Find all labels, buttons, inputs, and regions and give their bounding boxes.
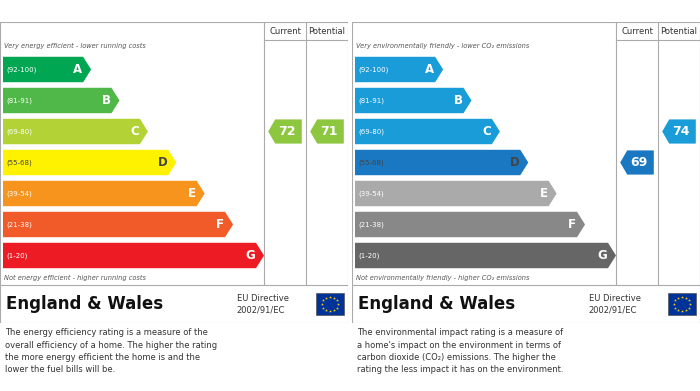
Text: (21-38): (21-38)	[358, 221, 384, 228]
Polygon shape	[662, 119, 696, 143]
Text: Potential: Potential	[661, 27, 697, 36]
Polygon shape	[3, 150, 176, 175]
Text: (69-80): (69-80)	[6, 128, 32, 135]
Text: F: F	[216, 218, 224, 231]
Text: (39-54): (39-54)	[6, 190, 32, 197]
Polygon shape	[355, 243, 616, 268]
Text: England & Wales: England & Wales	[358, 295, 515, 313]
Text: F: F	[568, 218, 576, 231]
Polygon shape	[355, 88, 472, 113]
Text: 71: 71	[321, 125, 338, 138]
Polygon shape	[3, 212, 233, 237]
Text: Not energy efficient - higher running costs: Not energy efficient - higher running co…	[4, 275, 146, 281]
Text: (1-20): (1-20)	[358, 252, 379, 259]
Text: G: G	[597, 249, 607, 262]
Polygon shape	[3, 243, 264, 268]
Text: (92-100): (92-100)	[358, 66, 388, 73]
Text: (81-91): (81-91)	[358, 97, 384, 104]
Polygon shape	[3, 119, 148, 144]
Polygon shape	[3, 181, 204, 206]
Polygon shape	[310, 119, 344, 143]
Text: A: A	[425, 63, 434, 76]
Text: Very environmentally friendly - lower CO₂ emissions: Very environmentally friendly - lower CO…	[356, 43, 529, 48]
Text: (69-80): (69-80)	[358, 128, 384, 135]
Polygon shape	[3, 57, 91, 82]
Text: Energy Efficiency Rating: Energy Efficiency Rating	[8, 5, 172, 18]
Polygon shape	[268, 119, 302, 143]
Text: B: B	[454, 94, 463, 107]
Text: EU Directive
2002/91/EC: EU Directive 2002/91/EC	[589, 294, 640, 314]
Text: C: C	[482, 125, 491, 138]
Polygon shape	[355, 181, 556, 206]
Text: C: C	[130, 125, 139, 138]
Text: England & Wales: England & Wales	[6, 295, 163, 313]
Polygon shape	[620, 151, 654, 175]
Text: Very energy efficient - lower running costs: Very energy efficient - lower running co…	[4, 43, 146, 48]
Text: The energy efficiency rating is a measure of the
overall efficiency of a home. T: The energy efficiency rating is a measur…	[5, 328, 217, 375]
Polygon shape	[3, 88, 120, 113]
Text: D: D	[158, 156, 167, 169]
Text: 74: 74	[672, 125, 690, 138]
Text: D: D	[510, 156, 519, 169]
Text: (55-68): (55-68)	[6, 159, 32, 166]
Text: (1-20): (1-20)	[6, 252, 27, 259]
Text: Not environmentally friendly - higher CO₂ emissions: Not environmentally friendly - higher CO…	[356, 275, 529, 281]
Text: Current: Current	[269, 27, 301, 36]
Text: 69: 69	[631, 156, 648, 169]
Text: The environmental impact rating is a measure of
a home's impact on the environme: The environmental impact rating is a mea…	[357, 328, 564, 375]
Polygon shape	[355, 212, 585, 237]
Polygon shape	[355, 57, 443, 82]
Text: B: B	[102, 94, 111, 107]
Text: (92-100): (92-100)	[6, 66, 36, 73]
Text: (81-91): (81-91)	[6, 97, 32, 104]
Text: A: A	[73, 63, 82, 76]
Text: (39-54): (39-54)	[358, 190, 384, 197]
Text: E: E	[188, 187, 196, 200]
Text: 72: 72	[279, 125, 296, 138]
Text: (21-38): (21-38)	[6, 221, 32, 228]
Text: EU Directive
2002/91/EC: EU Directive 2002/91/EC	[237, 294, 288, 314]
Text: E: E	[540, 187, 547, 200]
Text: G: G	[245, 249, 255, 262]
Text: Potential: Potential	[309, 27, 346, 36]
Polygon shape	[355, 150, 528, 175]
Bar	[316, 293, 344, 315]
Polygon shape	[355, 119, 500, 144]
Text: (55-68): (55-68)	[358, 159, 384, 166]
Bar	[668, 293, 696, 315]
Text: Environmental Impact (CO₂) Rating: Environmental Impact (CO₂) Rating	[360, 5, 593, 18]
Text: Current: Current	[621, 27, 653, 36]
